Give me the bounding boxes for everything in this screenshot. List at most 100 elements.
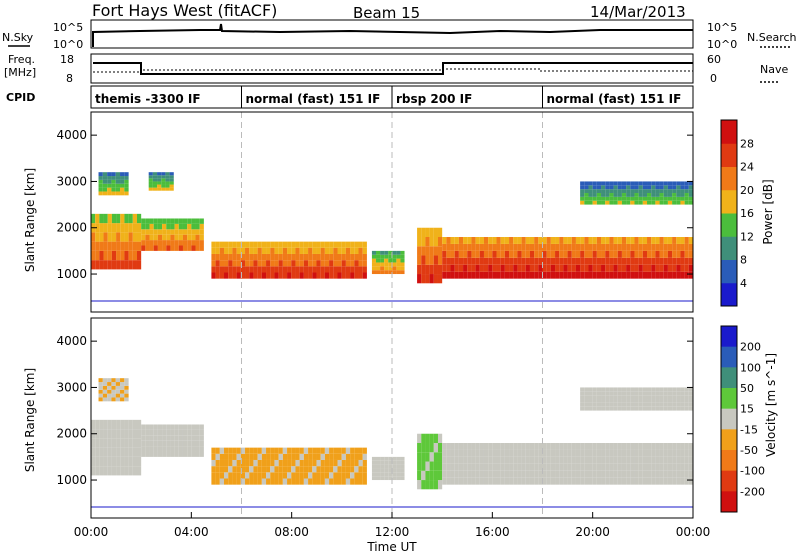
heatmap-cell — [521, 470, 526, 478]
heatmap-cell — [228, 266, 233, 273]
heatmap-cell — [433, 480, 438, 490]
heatmap-cell — [475, 250, 480, 258]
heatmap-cell — [663, 402, 668, 407]
heatmap-cell — [350, 247, 355, 254]
heatmap-cell — [316, 453, 321, 460]
heatmap-cell — [308, 478, 313, 485]
heatmap-cell — [102, 191, 108, 196]
heatmap-cell — [555, 264, 560, 272]
heatmap-cell — [425, 227, 430, 237]
heatmap-cell — [166, 429, 171, 436]
heatmap-cell — [580, 443, 585, 450]
colorbar-cell — [721, 143, 737, 167]
heatmap-cell — [471, 456, 476, 464]
heatmap-cell — [676, 456, 681, 464]
heatmap-cell — [479, 271, 484, 279]
colorbar-tick-label: 15 — [740, 403, 754, 416]
heatmap-cell — [376, 456, 381, 461]
heatmap-cell — [525, 264, 530, 272]
heatmap-cell — [291, 253, 296, 261]
heatmap-cell — [529, 243, 535, 251]
heatmap-cell — [115, 191, 121, 196]
heatmap-cell — [492, 257, 497, 265]
heatmap-cell — [642, 189, 648, 194]
heatmap-cell — [161, 187, 166, 191]
heatmap-cell — [141, 223, 146, 230]
heatmap-cell — [124, 382, 129, 386]
heatmap-cell — [450, 470, 455, 478]
heatmap-cell — [525, 271, 530, 279]
heatmap-cell — [187, 218, 192, 224]
heatmap-cell — [371, 464, 377, 469]
heatmap-cell — [463, 237, 468, 244]
heatmap-cell — [329, 447, 334, 454]
heatmap-cell — [688, 443, 693, 450]
heatmap-cell — [384, 254, 389, 259]
heatmap-cell — [345, 260, 351, 267]
heatmap-cell — [630, 264, 635, 272]
heatmap-cell — [152, 187, 158, 191]
heatmap-cell — [667, 237, 673, 244]
heatmap-cell — [647, 237, 652, 244]
heatmap-cell — [559, 470, 564, 478]
heatmap-cell — [584, 189, 589, 194]
heatmap-cell — [475, 449, 480, 457]
heatmap-cell — [504, 477, 510, 485]
heatmap-cell — [680, 387, 685, 392]
heatmap-cell — [329, 247, 334, 254]
heatmap-cell — [647, 477, 652, 485]
heatmap-cell — [571, 250, 576, 258]
heatmap-cell — [446, 470, 451, 478]
heatmap-cell — [647, 271, 652, 279]
heatmap-cell — [178, 234, 183, 241]
heatmap-cell — [500, 237, 505, 244]
heatmap-cell — [676, 185, 681, 190]
heatmap-cell — [496, 250, 501, 258]
heatmap-cell — [291, 247, 296, 254]
heatmap-cell — [437, 227, 443, 237]
heatmap-cell — [483, 250, 489, 258]
heatmap-cell — [312, 447, 317, 454]
heatmap-cell — [153, 446, 158, 452]
heatmap-cell — [274, 453, 279, 460]
heatmap-cell — [102, 385, 108, 390]
heatmap-cell — [588, 449, 593, 457]
heatmap-cell — [584, 257, 589, 265]
heatmap-cell — [316, 466, 321, 473]
heatmap-cell — [529, 443, 535, 450]
heatmap-cell — [534, 237, 539, 244]
heatmap-cell — [613, 185, 618, 190]
heatmap-cell — [240, 453, 246, 460]
heatmap-cell — [617, 395, 622, 400]
heatmap-cell — [219, 447, 225, 454]
heatmap-cell — [634, 395, 639, 400]
heatmap-cell — [605, 189, 610, 194]
heatmap-cell — [380, 270, 385, 275]
heatmap-cell — [601, 185, 606, 190]
heatmap-cell — [442, 463, 447, 471]
heatmap-cell — [211, 266, 216, 273]
heatmap-cell — [596, 250, 602, 258]
heatmap-cell — [421, 264, 426, 275]
heatmap-cell — [116, 447, 121, 457]
heatmap-cell — [329, 459, 334, 467]
heatmap-cell — [500, 257, 505, 265]
heatmap-cell — [295, 266, 300, 273]
heatmap-cell — [592, 456, 597, 464]
heatmap-cell — [688, 200, 693, 205]
heatmap-cell — [488, 264, 493, 272]
heatmap-cell — [219, 466, 225, 473]
heatmap-cell — [492, 463, 497, 471]
heatmap-cell — [141, 218, 146, 224]
heatmap-cell — [316, 478, 321, 485]
heatmap-cell — [617, 237, 622, 244]
heatmap-cell — [659, 399, 664, 403]
heatmap-cell — [324, 266, 330, 273]
heatmap-cell — [166, 446, 171, 452]
heatmap-cell — [483, 271, 489, 279]
heatmap-cell — [467, 449, 472, 457]
heatmap-cell — [638, 470, 643, 478]
heatmap-cell — [534, 257, 539, 265]
heatmap-cell — [659, 181, 664, 186]
heatmap-cell — [211, 247, 216, 254]
